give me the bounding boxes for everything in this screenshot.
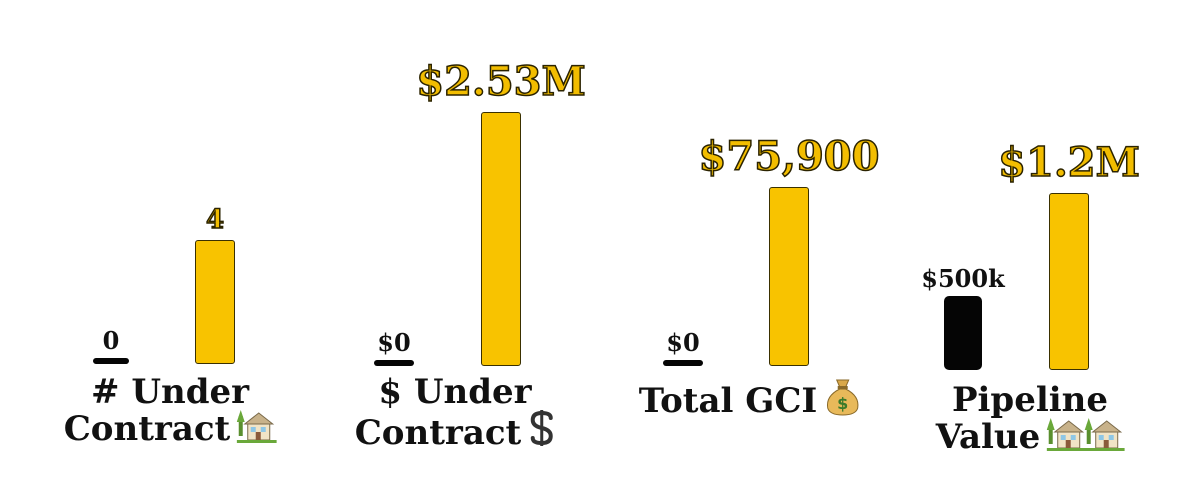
before-value-label: 0 <box>102 325 120 355</box>
after-value-label: $75,900 <box>698 132 880 181</box>
after-bar <box>1049 193 1089 370</box>
before-bar <box>93 358 129 364</box>
chart-label: $ Under Contract <box>355 372 556 450</box>
chart-label-line-1: Total GCI <box>638 381 818 421</box>
svg-text:$: $ <box>837 394 848 413</box>
chart-label-line-2: Value <box>935 417 1041 457</box>
after-bar <box>769 187 809 366</box>
chart-label-line-2: Contract <box>63 409 231 449</box>
chart-label: # Under Contract <box>64 372 277 446</box>
before-bar <box>944 296 982 370</box>
after-bar <box>195 240 235 364</box>
chart-label-line-1: Pipeline <box>951 380 1109 420</box>
after-value-label: $2.53M <box>415 57 586 106</box>
after-value-label: 4 <box>205 204 225 236</box>
before-bar <box>374 360 414 366</box>
house-icon <box>236 410 277 443</box>
before-bar <box>663 360 703 366</box>
before-value-label: $500k <box>921 263 1005 293</box>
after-value-label: $1.2M <box>997 138 1140 187</box>
chart-label-line-1: # Under <box>90 372 250 412</box>
chart-label: Total GCI $ <box>639 376 862 418</box>
money-bag-icon: $ <box>826 379 859 416</box>
before-value-label: $0 <box>666 327 700 357</box>
after-bar <box>481 112 521 366</box>
before-value-label: $0 <box>377 327 411 357</box>
dollar-sign-icon <box>530 410 553 446</box>
chart-label-line-2: Contract <box>354 413 522 453</box>
chart-label: Pipeline Value <box>936 380 1125 454</box>
houses-icon <box>1046 418 1125 451</box>
chart-label-line-1: $ Under <box>378 372 532 412</box>
